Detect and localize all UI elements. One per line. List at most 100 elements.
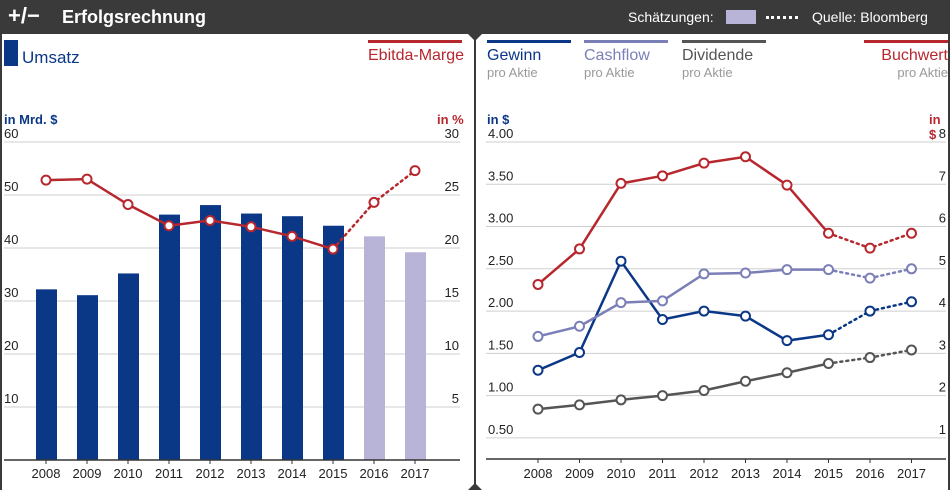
x-tick-label: 2016 bbox=[856, 466, 885, 481]
x-tick-label: 2014 bbox=[773, 466, 802, 481]
point-buchwert-2017 bbox=[906, 227, 917, 239]
point-dividende-2016 bbox=[864, 352, 876, 364]
x-tick-label: 2013 bbox=[731, 466, 760, 481]
x-tick-label: 2016 bbox=[360, 466, 389, 481]
y-left-tick-label: 0.50 bbox=[488, 422, 513, 437]
x-tick-label: 2008 bbox=[524, 466, 553, 481]
page-title: Erfolgsrechnung bbox=[62, 7, 207, 27]
y-left-tick-label: 60 bbox=[4, 126, 18, 141]
legend-gewinn-label: Gewinn bbox=[487, 47, 542, 64]
point-buchwert-2012 bbox=[698, 157, 710, 169]
x-tick-label: 2012 bbox=[690, 466, 719, 481]
right-border bbox=[948, 34, 950, 490]
y-right-tick-label: 8 bbox=[939, 126, 946, 141]
y-right-tick-label: 10 bbox=[445, 338, 459, 353]
legend-buchwert-sub: pro Aktie bbox=[897, 65, 948, 80]
point-cashflow-2010 bbox=[615, 297, 627, 309]
point-gewinn-2010 bbox=[615, 255, 627, 267]
y-left-tick-label: 4.00 bbox=[488, 126, 513, 141]
point-cashflow-2014 bbox=[781, 264, 793, 276]
point-gewinn-2011 bbox=[657, 314, 668, 326]
x-tick-label: 2015 bbox=[319, 466, 348, 481]
y-right-tick-label: 1 bbox=[939, 422, 946, 437]
point-cashflow-2012 bbox=[698, 268, 710, 280]
bar-umsatz-2008 bbox=[36, 289, 57, 460]
point-gewinn-2015 bbox=[823, 329, 834, 341]
point-ebitda-2014 bbox=[286, 230, 298, 242]
y-right-tick-label: 2 bbox=[939, 380, 946, 395]
left-unit-label: in Mrd. $ bbox=[4, 112, 58, 127]
point-gewinn-2016 bbox=[864, 305, 876, 317]
point-cashflow-2009 bbox=[574, 320, 585, 332]
y-left-tick-label: 50 bbox=[4, 179, 18, 194]
point-gewinn-2008 bbox=[532, 364, 544, 376]
y-right-tick-label: 5 bbox=[452, 391, 459, 406]
left-border bbox=[0, 34, 2, 490]
estimates-label: Schätzungen: bbox=[628, 9, 714, 25]
point-buchwert-2010 bbox=[615, 177, 627, 189]
point-gewinn-2013 bbox=[740, 310, 751, 322]
line-buchwert bbox=[537, 155, 830, 286]
panel-notch-bottom bbox=[468, 483, 482, 490]
y-left-tick-label: 3.50 bbox=[488, 168, 513, 183]
point-buchwert-2015 bbox=[823, 227, 834, 239]
bar-umsatz-2016 bbox=[364, 236, 385, 460]
y-left-tick-label: 2.00 bbox=[488, 295, 513, 310]
y-right-tick-label: 3 bbox=[939, 337, 946, 352]
y-left-tick-label: 40 bbox=[4, 232, 18, 247]
x-tick-label: 2012 bbox=[196, 466, 225, 481]
bar-umsatz-2015 bbox=[323, 225, 344, 460]
legend-buchwert: Buchwert pro Aktie bbox=[864, 40, 948, 80]
x-tick-label: 2013 bbox=[237, 466, 266, 481]
y-right-tick-label: 5 bbox=[939, 253, 946, 268]
legend-dividende: Dividende pro Aktie bbox=[682, 40, 766, 80]
legend-cashflow: Cashflow pro Aktie bbox=[584, 40, 668, 80]
legend-buchwert-label: Buchwert bbox=[881, 47, 948, 64]
x-tick-label: 2010 bbox=[114, 466, 143, 481]
point-gewinn-2014 bbox=[781, 335, 793, 347]
bar-umsatz-2012 bbox=[200, 205, 221, 460]
line-gewinn bbox=[537, 258, 829, 372]
y-left-tick-label: 10 bbox=[4, 391, 18, 406]
point-dividende-2014 bbox=[781, 367, 793, 379]
point-gewinn-2009 bbox=[574, 346, 585, 358]
point-cashflow-2017 bbox=[906, 263, 917, 275]
y-left-tick-label: 1.50 bbox=[488, 337, 513, 352]
point-buchwert-2013 bbox=[740, 151, 751, 163]
y-left-tick-label: 3.00 bbox=[488, 211, 513, 226]
source-label: Quelle: Bloomberg bbox=[812, 9, 928, 25]
x-tick-label: 2011 bbox=[155, 466, 183, 481]
point-cashflow-2011 bbox=[657, 295, 668, 307]
bar-umsatz-2009 bbox=[77, 295, 98, 460]
x-tick-label: 2008 bbox=[32, 466, 61, 481]
x-tick-label: 2014 bbox=[278, 466, 307, 481]
point-ebitda-2016 bbox=[368, 196, 380, 208]
legend-ebitda: Ebitda-Marge bbox=[368, 40, 465, 65]
y-right-tick-label: 20 bbox=[445, 232, 459, 247]
y-right-tick-label: 7 bbox=[939, 168, 946, 183]
legend-umsatz bbox=[4, 40, 18, 66]
point-dividende-2011 bbox=[657, 390, 668, 402]
x-tick-label: 2015 bbox=[814, 466, 843, 481]
estimate-bar-swatch bbox=[726, 10, 756, 24]
y-left-tick-label: 20 bbox=[4, 338, 18, 353]
estimate-line-swatch bbox=[766, 16, 798, 19]
point-dividende-2013 bbox=[740, 375, 751, 387]
legend-dividende-label: Dividende bbox=[682, 47, 754, 64]
y-left-tick-label: 2.50 bbox=[488, 253, 513, 268]
point-gewinn-2017 bbox=[906, 296, 917, 308]
right-chart-left-unit: in $ bbox=[487, 112, 510, 127]
point-cashflow-2015 bbox=[823, 264, 834, 276]
legend-dividende-sub: pro Aktie bbox=[682, 65, 733, 80]
point-ebitda-2015 bbox=[327, 243, 339, 255]
x-tick-label: 2017 bbox=[897, 466, 926, 481]
legend-ebitda-label: Ebitda-Marge bbox=[368, 47, 465, 64]
point-ebitda-2011 bbox=[163, 220, 175, 232]
panel-separator bbox=[474, 34, 476, 490]
bar-umsatz-2014 bbox=[282, 216, 303, 460]
point-dividende-2009 bbox=[574, 399, 585, 411]
line-dividende bbox=[537, 362, 829, 411]
point-ebitda-2012 bbox=[204, 214, 216, 226]
point-ebitda-2017 bbox=[409, 165, 421, 177]
point-ebitda-2008 bbox=[40, 174, 52, 186]
